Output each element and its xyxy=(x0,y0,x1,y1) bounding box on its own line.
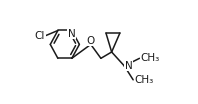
Text: Cl: Cl xyxy=(35,31,45,41)
Text: CH₃: CH₃ xyxy=(141,53,160,63)
Text: CH₃: CH₃ xyxy=(134,75,153,85)
Text: N: N xyxy=(125,61,133,71)
Text: N: N xyxy=(68,29,76,39)
Text: O: O xyxy=(87,36,95,46)
